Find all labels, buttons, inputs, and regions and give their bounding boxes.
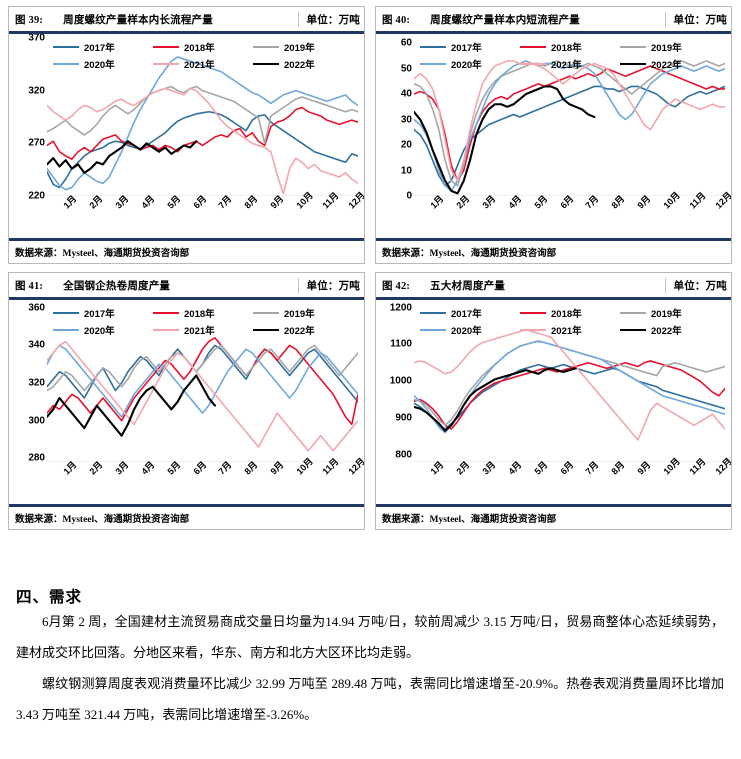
chart-figure-41: 图 41: 全国钢企热卷周度产量 单位：万吨 280 300 320 340 360 2… (8, 272, 365, 530)
chart-41-footer-rule (9, 504, 364, 507)
series-line-2021年 (414, 330, 725, 440)
chart-42-plot-area: 800 900 1000 1100 1200 2017年 2018年 2019年 2020年 2… (376, 300, 731, 504)
series-line-2019年 (47, 345, 358, 390)
chart-41-lines (47, 304, 358, 462)
y-axis-tick-label: 1200 (389, 302, 412, 314)
y-axis-tick-label: 50 (400, 63, 412, 75)
chart-40-title: 周度螺纹产量样本内短流程产量 (430, 14, 580, 26)
series-line-2017年 (47, 345, 358, 401)
chart-40-unit: 单位：万吨 (664, 11, 728, 27)
chart-41-unit: 单位：万吨 (297, 277, 361, 293)
chart-41-header: 图 41: 全国钢企热卷周度产量 单位：万吨 (9, 273, 364, 297)
chart-40-header: 图 40: 周度螺纹产量样本内短流程产量 单位：万吨 (376, 7, 731, 31)
chart-40-lines (414, 38, 725, 196)
chart-41-figure-number: 图 41: (15, 280, 44, 292)
y-axis-tick-label: 320 (28, 85, 45, 97)
chart-42-y-axis: 800 900 1000 1100 1200 (376, 300, 412, 504)
series-line-2020年 (47, 57, 358, 190)
y-axis-tick-label: 40 (400, 88, 412, 100)
chart-39-plot-area: 220 270 320 370 2017年 2018年 2019年 2020年 2021年 20… (9, 34, 364, 238)
y-axis-tick-label: 370 (28, 34, 45, 44)
chart-39-source: 数据来源：Mysteel、海通期货投资咨询部 (15, 249, 190, 259)
chart-39-footer-rule (9, 238, 364, 241)
chart-41-title: 全国钢企热卷周度产量 (63, 280, 171, 292)
y-axis-tick-label: 320 (28, 377, 45, 389)
chart-42-footer-rule (376, 504, 731, 507)
series-line-2018年 (47, 108, 358, 160)
series-line-2022年 (47, 141, 196, 173)
series-line-2022年 (414, 368, 576, 430)
body-paragraph-2: 螺纹钢测算周度表观消费量环比减少 32.99 万吨至 289.48 万吨，表需同… (16, 676, 724, 722)
chart-42-source: 数据来源：Mysteel、海通期货投资咨询部 (382, 515, 557, 525)
y-axis-tick-label: 60 (400, 37, 412, 49)
chart-39-unit: 单位：万吨 (297, 11, 361, 27)
chart-39-title: 周度螺纹产量样本内长流程产量 (63, 14, 213, 26)
section-body: 6月第 2 周，全国建材主流贸易商成交量日均量为14.94 万吨/日，较前周减少… (16, 606, 724, 730)
chart-41-source: 数据来源：Mysteel、海通期货投资咨询部 (15, 515, 190, 525)
series-line-2020年 (47, 345, 358, 416)
chart-figure-40: 图 40: 周度螺纹产量样本内短流程产量 单位：万吨 0 10 20 30 40 50 60… (375, 6, 732, 264)
series-line-2021年 (414, 61, 725, 181)
chart-39-header-rule (9, 31, 364, 34)
chart-41-header-rule (9, 297, 364, 300)
chart-42-lines (414, 304, 725, 462)
y-axis-tick-label: 360 (28, 302, 45, 314)
chart-42-unit: 单位：万吨 (664, 277, 728, 293)
series-line-2020年 (414, 341, 725, 432)
section-heading-demand: 四、需求 (16, 588, 83, 606)
chart-41-y-axis: 280 300 320 340 360 (9, 300, 45, 504)
series-line-2018年 (414, 66, 725, 181)
chart-40-plot-area: 0 10 20 30 40 50 60 2017年 2018年 2019年 2020年 2021年 2… (376, 34, 731, 238)
chart-40-y-axis: 0 10 20 30 40 50 60 (376, 34, 412, 238)
chart-40-header-rule (376, 31, 731, 34)
series-line-2022年 (414, 86, 594, 193)
series-line-2022年 (47, 375, 215, 435)
y-axis-tick-label: 270 (28, 137, 45, 149)
chart-42-figure-number: 图 42: (382, 280, 411, 292)
chart-42-header-rule (376, 297, 731, 300)
series-line-2017年 (47, 112, 358, 188)
chart-40-footer-rule (376, 238, 731, 241)
series-line-2021年 (47, 89, 358, 194)
series-line-2018年 (414, 361, 725, 429)
y-axis-tick-label: 1100 (390, 338, 412, 350)
chart-figure-39: 图 39: 周度螺纹产量样本内长流程产量 单位：万吨 220 270 320 370 … (8, 6, 365, 264)
chart-39-figure-number: 图 39: (15, 14, 44, 26)
chart-42-title: 五大材周度产量 (430, 280, 506, 292)
chart-figure-42: 图 42: 五大材周度产量 单位：万吨 800 900 1000 1100 1200 2… (375, 272, 732, 530)
chart-41-plot-area: 280 300 320 340 360 2017年 2018年 2019年 2020年 2021… (9, 300, 364, 504)
y-axis-tick-label: 10 (400, 165, 412, 177)
series-line-2018年 (47, 338, 358, 425)
body-paragraph-1: 6月第 2 周，全国建材主流贸易商成交量日均量为14.94 万吨/日，较前周减少… (16, 614, 724, 660)
y-axis-tick-label: 300 (28, 415, 45, 427)
y-axis-tick-label: 1000 (389, 375, 412, 387)
chart-grid: 图 39: 周度螺纹产量样本内长流程产量 单位：万吨 220 270 320 370 … (8, 6, 733, 530)
series-line-2019年 (47, 86, 358, 143)
y-axis-tick-label: 340 (28, 339, 45, 351)
chart-39-lines (47, 38, 358, 196)
chart-39-header: 图 39: 周度螺纹产量样本内长流程产量 单位：万吨 (9, 7, 364, 31)
chart-42-header: 图 42: 五大材周度产量 单位：万吨 (376, 273, 731, 297)
chart-40-source: 数据来源：Mysteel、海通期货投资咨询部 (382, 249, 557, 259)
y-axis-tick-label: 280 (28, 452, 45, 464)
y-axis-tick-label: 900 (395, 412, 412, 424)
y-axis-tick-label: 20 (400, 139, 412, 151)
chart-39-y-axis: 220 270 320 370 (9, 34, 45, 238)
y-axis-tick-label: 30 (400, 114, 412, 126)
chart-40-figure-number: 图 40: (382, 14, 411, 26)
series-line-2017年 (414, 365, 725, 429)
y-axis-tick-label: 220 (28, 190, 45, 202)
series-line-2021年 (47, 342, 358, 451)
y-axis-tick-label: 800 (395, 449, 412, 461)
y-axis-tick-label: 0 (406, 190, 412, 202)
